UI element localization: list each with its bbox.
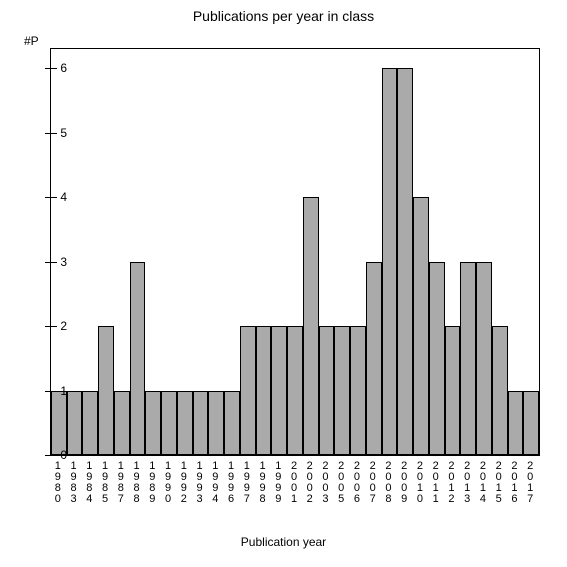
x-tick-label: 1985 bbox=[102, 460, 110, 504]
y-axis-symbol: #P bbox=[24, 34, 39, 48]
chart-container: Publications per year in class #P 012345… bbox=[0, 0, 567, 567]
bar bbox=[193, 391, 209, 455]
x-tick-label: 1997 bbox=[244, 460, 252, 504]
bar bbox=[224, 391, 240, 455]
bar bbox=[492, 326, 508, 455]
x-tick-label: 2015 bbox=[496, 460, 504, 504]
bar bbox=[334, 326, 350, 455]
x-tick-label: 1990 bbox=[165, 460, 173, 504]
bar bbox=[161, 391, 177, 455]
x-tick-label: 2008 bbox=[385, 460, 393, 504]
plot-area bbox=[50, 48, 540, 456]
chart-title: Publications per year in class bbox=[0, 8, 567, 24]
bar bbox=[523, 391, 539, 455]
bar bbox=[460, 262, 476, 455]
bar bbox=[319, 326, 335, 455]
bar bbox=[82, 391, 98, 455]
bar bbox=[208, 391, 224, 455]
x-tick-label: 2014 bbox=[480, 460, 488, 504]
x-tick-label: 2009 bbox=[401, 460, 409, 504]
bar bbox=[366, 262, 382, 455]
x-tick-label: 2011 bbox=[433, 460, 441, 504]
x-tick-label: 1987 bbox=[118, 460, 126, 504]
x-tick-label: 1998 bbox=[260, 460, 268, 504]
bar bbox=[271, 326, 287, 455]
bar bbox=[98, 326, 114, 455]
x-axis-label: Publication year bbox=[0, 535, 567, 549]
y-tick-label: 1 bbox=[47, 384, 67, 398]
x-tick-label: 1992 bbox=[181, 460, 189, 504]
bar bbox=[114, 391, 130, 455]
x-tick-label: 2002 bbox=[307, 460, 315, 504]
x-tick-label: 2001 bbox=[291, 460, 299, 504]
bar bbox=[382, 68, 398, 455]
y-tick-label: 4 bbox=[47, 190, 67, 204]
bar bbox=[508, 391, 524, 455]
x-tick-label: 2012 bbox=[448, 460, 456, 504]
x-tick-label: 1983 bbox=[71, 460, 79, 504]
bar bbox=[177, 391, 193, 455]
x-tick-label: 2003 bbox=[322, 460, 330, 504]
x-tick-label: 2010 bbox=[417, 460, 425, 504]
x-tick-label: 1989 bbox=[149, 460, 157, 504]
bar bbox=[445, 326, 461, 455]
bar bbox=[413, 197, 429, 455]
bar bbox=[476, 262, 492, 455]
bar bbox=[287, 326, 303, 455]
x-tick-label: 1993 bbox=[197, 460, 205, 504]
bar bbox=[429, 262, 445, 455]
x-tick-label: 2016 bbox=[511, 460, 519, 504]
y-tick-label: 5 bbox=[47, 126, 67, 140]
x-tick-label: 1994 bbox=[212, 460, 220, 504]
bar bbox=[67, 391, 83, 455]
y-tick-label: 2 bbox=[47, 319, 67, 333]
x-tick-label: 2006 bbox=[354, 460, 362, 504]
bar bbox=[145, 391, 161, 455]
x-tick-label: 1980 bbox=[55, 460, 63, 504]
x-tick-label: 2013 bbox=[464, 460, 472, 504]
x-tick-label: 1999 bbox=[275, 460, 283, 504]
x-tick-label: 1984 bbox=[86, 460, 94, 504]
x-tick-label: 1996 bbox=[228, 460, 236, 504]
bars-layer bbox=[51, 49, 539, 455]
bar bbox=[397, 68, 413, 455]
x-tick-label: 2007 bbox=[370, 460, 378, 504]
bar bbox=[130, 262, 146, 455]
x-tick-label: 2005 bbox=[338, 460, 346, 504]
x-tick-label: 2017 bbox=[527, 460, 535, 504]
y-tick-label: 3 bbox=[47, 255, 67, 269]
bar bbox=[240, 326, 256, 455]
bar bbox=[350, 326, 366, 455]
bar bbox=[51, 391, 67, 455]
x-tick-label: 1988 bbox=[134, 460, 142, 504]
y-tick-label: 6 bbox=[47, 61, 67, 75]
bar bbox=[303, 197, 319, 455]
bar bbox=[256, 326, 272, 455]
